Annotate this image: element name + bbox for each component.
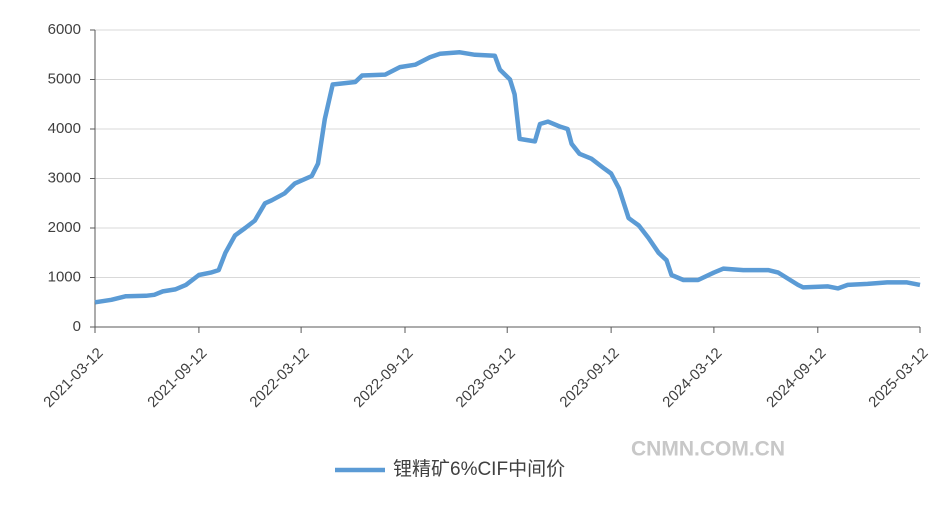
legend-label: 锂精矿6%CIF中间价 bbox=[393, 458, 565, 480]
y-tick-label: 5000 bbox=[48, 70, 81, 87]
x-tick-label: 2024-09-12 bbox=[763, 345, 829, 411]
x-tick-label: 2021-03-12 bbox=[40, 345, 106, 411]
x-tick-label: 2024-03-12 bbox=[659, 345, 725, 411]
watermark: CNMN.COM.CN bbox=[631, 438, 785, 461]
y-tick-label: 2000 bbox=[48, 219, 81, 236]
y-tick-label: 1000 bbox=[48, 268, 81, 285]
data-line bbox=[94, 50, 921, 305]
y-tick-label: 4000 bbox=[48, 120, 81, 137]
x-tick-label: 2021-09-12 bbox=[144, 345, 210, 411]
x-tick-label: 2022-03-12 bbox=[246, 345, 312, 411]
y-tick-label: 3000 bbox=[48, 169, 81, 186]
y-tick-label: 0 bbox=[73, 318, 81, 335]
x-tick-label: 2023-09-12 bbox=[556, 345, 622, 411]
x-tick-label: 2022-09-12 bbox=[350, 345, 416, 411]
x-tick-label: 2023-03-12 bbox=[453, 345, 519, 411]
y-tick-label: 6000 bbox=[48, 21, 81, 38]
x-tick-label: 2025-03-12 bbox=[865, 345, 931, 411]
